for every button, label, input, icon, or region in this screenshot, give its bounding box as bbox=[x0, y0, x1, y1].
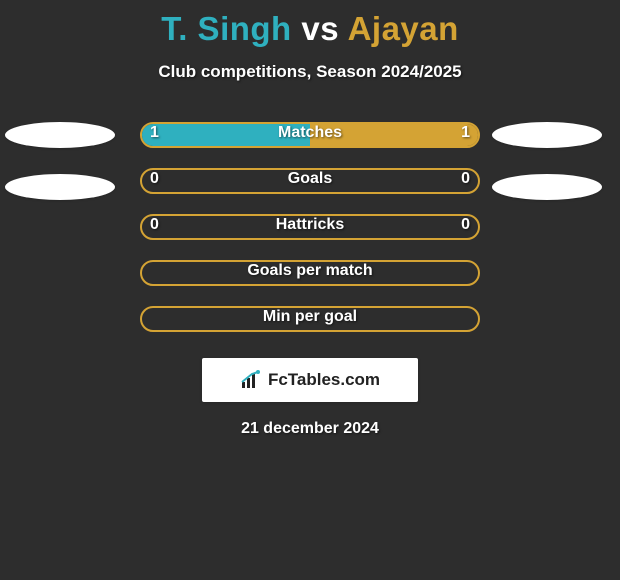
title-vs: vs bbox=[301, 10, 339, 47]
chart-icon bbox=[240, 370, 264, 390]
stat-label: Goals bbox=[140, 170, 480, 188]
stat-value-right: 1 bbox=[461, 124, 470, 142]
brand-text: FcTables.com bbox=[268, 370, 380, 390]
stat-label: Min per goal bbox=[140, 308, 480, 326]
stat-value-right: 0 bbox=[461, 216, 470, 234]
brand-badge[interactable]: FcTables.com bbox=[202, 358, 418, 402]
stat-row: 0Goals0 bbox=[0, 168, 620, 214]
card-date: 21 december 2024 bbox=[0, 420, 620, 438]
player-marker-left bbox=[5, 174, 115, 200]
stat-label: Goals per match bbox=[140, 262, 480, 280]
stat-row: Min per goal bbox=[0, 306, 620, 352]
stat-label: Hattricks bbox=[140, 216, 480, 234]
stat-row: 0Hattricks0 bbox=[0, 214, 620, 260]
stat-row: Goals per match bbox=[0, 260, 620, 306]
stat-label: Matches bbox=[140, 124, 480, 142]
stat-rows: 1Matches10Goals00Hattricks0Goals per mat… bbox=[0, 122, 620, 352]
stat-value-right: 0 bbox=[461, 170, 470, 188]
title-player2: Ajayan bbox=[348, 10, 459, 47]
comparison-card: T. Singh vs Ajayan Club competitions, Se… bbox=[0, 0, 620, 580]
stat-row: 1Matches1 bbox=[0, 122, 620, 168]
title-player1: T. Singh bbox=[161, 10, 292, 47]
page-title: T. Singh vs Ajayan bbox=[0, 0, 620, 48]
player-marker-right bbox=[492, 174, 602, 200]
player-marker-left bbox=[5, 122, 115, 148]
subtitle: Club competitions, Season 2024/2025 bbox=[0, 62, 620, 82]
player-marker-right bbox=[492, 122, 602, 148]
